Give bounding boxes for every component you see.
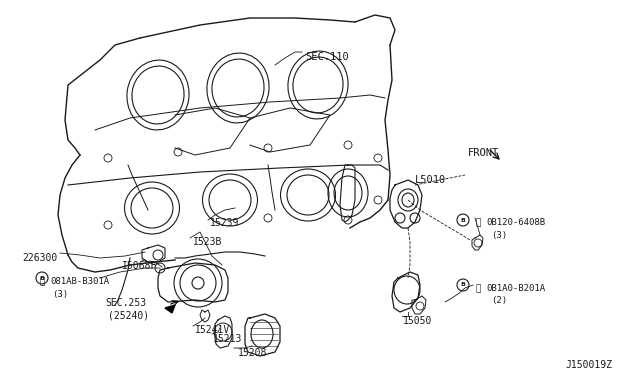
Text: 15208: 15208 [238,348,268,358]
Text: 15239: 15239 [210,218,239,228]
Text: FRONT: FRONT [468,148,499,158]
Text: (2): (2) [491,296,507,305]
Text: Ⓑ: Ⓑ [476,218,481,227]
Text: Ⓑ: Ⓑ [476,284,481,293]
Text: (3): (3) [52,290,68,299]
Text: 0B1A0-B201A: 0B1A0-B201A [486,284,545,293]
Text: SEC.253: SEC.253 [105,298,146,308]
Text: B: B [40,276,44,280]
Text: 0B120-6408B: 0B120-6408B [486,218,545,227]
Text: J150019Z: J150019Z [565,360,612,370]
Text: B: B [461,218,465,222]
Text: (3): (3) [491,231,507,240]
Polygon shape [165,305,175,313]
Text: SEC.110: SEC.110 [305,52,349,62]
Text: I523B: I523B [193,237,222,247]
Text: B: B [461,282,465,288]
Text: 15213: 15213 [213,334,243,344]
Text: 081AB-B301A: 081AB-B301A [50,277,109,286]
Text: 226300: 226300 [22,253,57,263]
Text: L5010: L5010 [415,175,446,185]
Text: I5241V: I5241V [195,325,230,335]
Text: I5068F: I5068F [122,261,157,271]
Text: Ⓑ: Ⓑ [40,277,45,286]
Text: 15050: 15050 [403,316,433,326]
Text: (25240): (25240) [108,310,149,320]
